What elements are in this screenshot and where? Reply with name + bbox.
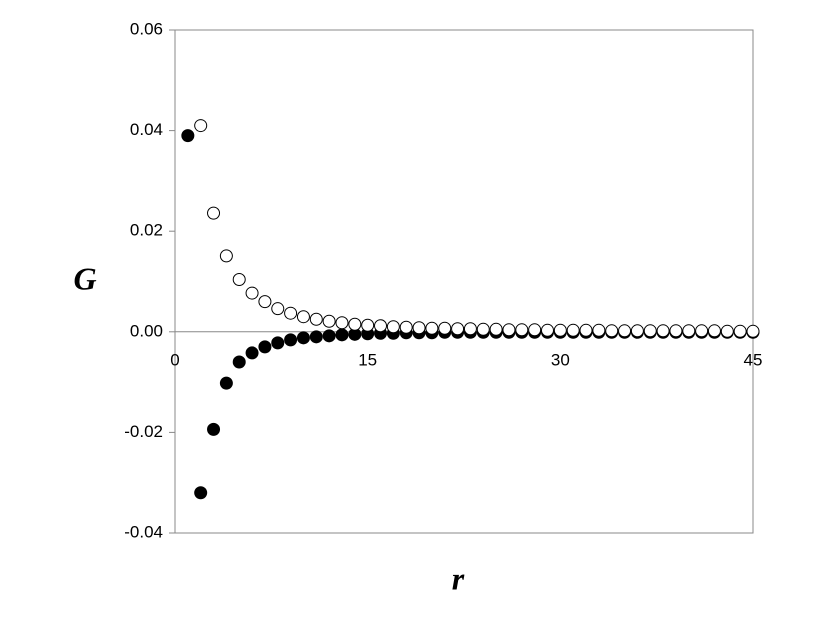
data-point: [386, 320, 400, 334]
data-point: [412, 321, 426, 335]
x-axis-label: r: [452, 560, 465, 596]
data-point: [695, 324, 709, 338]
data-point: [271, 302, 285, 316]
y-axis-label: G: [73, 260, 96, 296]
data-point: [502, 323, 516, 337]
data-point: [643, 324, 657, 338]
data-point: [733, 324, 747, 338]
data-point: [361, 318, 375, 332]
data-point: [669, 324, 683, 338]
y-tick-label: 0.06: [130, 19, 163, 38]
data-point: [579, 323, 593, 337]
data-point: [348, 317, 362, 331]
data-point: [515, 323, 529, 337]
data-point: [296, 331, 310, 345]
data-point: [476, 322, 490, 336]
data-point: [207, 206, 221, 220]
data-point: [553, 323, 567, 337]
data-point: [309, 312, 323, 326]
data-point: [232, 272, 246, 286]
data-point: [296, 310, 310, 324]
y-tick-label: 0.04: [130, 120, 163, 139]
data-point: [245, 346, 259, 360]
data-point: [592, 323, 606, 337]
data-point: [284, 333, 298, 347]
data-point: [463, 322, 477, 336]
data-point: [566, 323, 580, 337]
data-point: [219, 249, 233, 263]
data-point: [399, 320, 413, 334]
y-tick-label: -0.04: [124, 522, 163, 541]
data-point: [489, 322, 503, 336]
data-point: [335, 328, 349, 342]
data-point: [232, 355, 246, 369]
data-point: [335, 316, 349, 330]
y-tick-label: -0.02: [124, 422, 163, 441]
data-point: [322, 329, 336, 343]
data-point: [438, 321, 452, 335]
y-tick-label: 0.00: [130, 321, 163, 340]
data-point: [207, 422, 221, 436]
data-point: [258, 295, 272, 309]
data-point: [258, 340, 272, 354]
data-point: [707, 324, 721, 338]
data-point: [271, 336, 285, 350]
data-point: [528, 323, 542, 337]
data-point: [618, 324, 632, 338]
data-point: [656, 324, 670, 338]
data-point: [630, 324, 644, 338]
data-point: [181, 129, 195, 143]
data-point: [194, 486, 208, 500]
x-tick-label: 0: [170, 350, 179, 369]
data-point: [682, 324, 696, 338]
data-point: [451, 322, 465, 336]
data-point: [374, 319, 388, 333]
data-point: [309, 330, 323, 344]
data-point: [425, 321, 439, 335]
plot-frame: [174, 29, 754, 534]
data-point: [322, 314, 336, 328]
data-point: [605, 324, 619, 338]
data-point: [720, 324, 734, 338]
data-point: [245, 286, 259, 300]
y-tick-label: 0.02: [130, 221, 163, 240]
data-point: [746, 324, 760, 338]
x-tick-label: 45: [744, 350, 763, 369]
data-point: [219, 376, 233, 390]
x-tick-label: 30: [551, 350, 570, 369]
data-point: [194, 119, 208, 133]
x-tick-label: 15: [358, 350, 377, 369]
data-point: [284, 306, 298, 320]
data-point: [540, 323, 554, 337]
